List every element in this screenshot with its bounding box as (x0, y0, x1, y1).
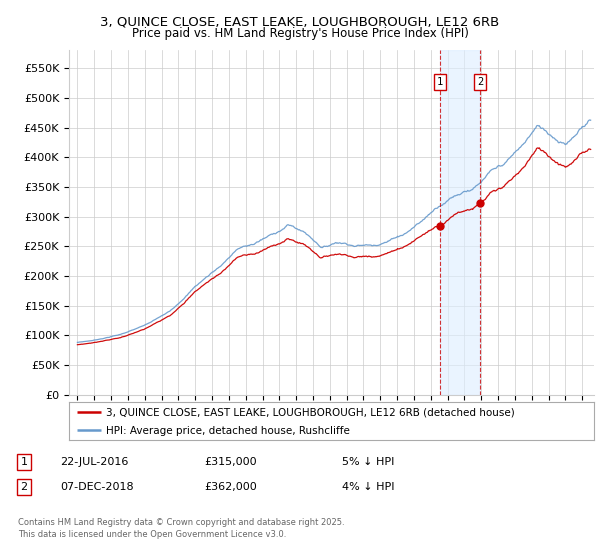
Text: £362,000: £362,000 (204, 482, 257, 492)
Text: 22-JUL-2016: 22-JUL-2016 (60, 457, 128, 467)
Text: 2: 2 (477, 77, 483, 87)
Text: 1: 1 (20, 457, 28, 467)
Text: £315,000: £315,000 (204, 457, 257, 467)
Text: 5% ↓ HPI: 5% ↓ HPI (342, 457, 394, 467)
Text: 3, QUINCE CLOSE, EAST LEAKE, LOUGHBOROUGH, LE12 6RB: 3, QUINCE CLOSE, EAST LEAKE, LOUGHBOROUG… (100, 16, 500, 29)
Bar (440, 50, 480, 395)
Text: Contains HM Land Registry data © Crown copyright and database right 2025.: Contains HM Land Registry data © Crown c… (18, 518, 344, 527)
Text: This data is licensed under the Open Government Licence v3.0.: This data is licensed under the Open Gov… (18, 530, 286, 539)
Text: 2: 2 (20, 482, 28, 492)
Text: 3, QUINCE CLOSE, EAST LEAKE, LOUGHBOROUGH, LE12 6RB (detached house): 3, QUINCE CLOSE, EAST LEAKE, LOUGHBOROUG… (106, 408, 515, 418)
Text: 4% ↓ HPI: 4% ↓ HPI (342, 482, 395, 492)
Text: 1: 1 (437, 77, 443, 87)
Text: 07-DEC-2018: 07-DEC-2018 (60, 482, 134, 492)
Text: HPI: Average price, detached house, Rushcliffe: HPI: Average price, detached house, Rush… (106, 426, 350, 436)
Text: Price paid vs. HM Land Registry's House Price Index (HPI): Price paid vs. HM Land Registry's House … (131, 27, 469, 40)
